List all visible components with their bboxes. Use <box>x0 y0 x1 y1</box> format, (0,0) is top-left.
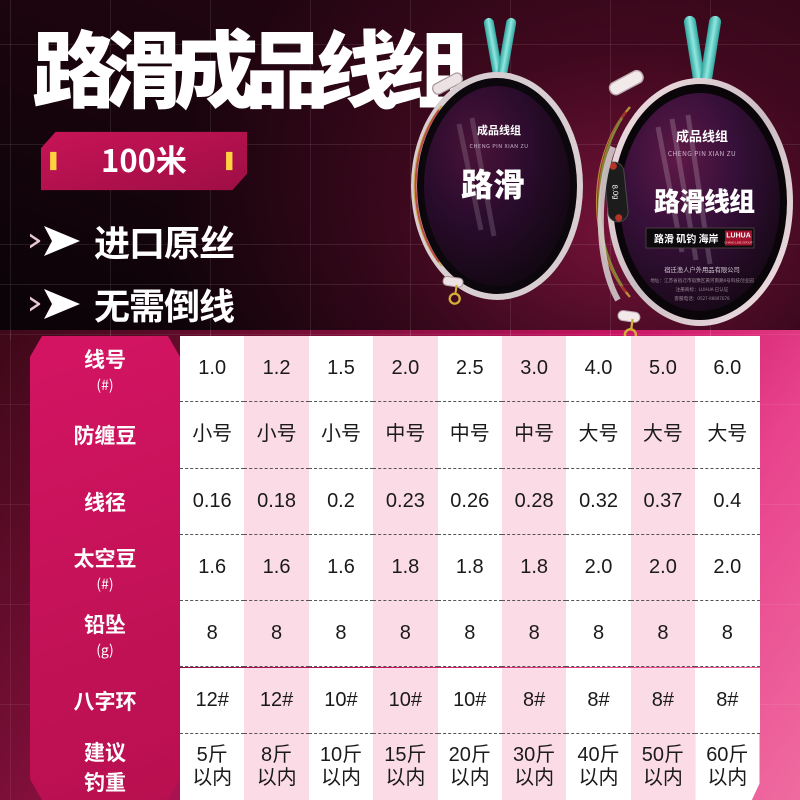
svg-text:客服电话：0527-88887678: 客服电话：0527-88887678 <box>674 295 730 302</box>
svg-text:成品线组: 成品线组 <box>676 126 728 145</box>
svg-text:CHENG PIN XIAN ZU: CHENG PIN XIAN ZU <box>668 148 736 158</box>
svg-text:100米: 100米 <box>101 136 187 181</box>
svg-text:注册商标：LUHUA 已认证: 注册商标：LUHUA 已认证 <box>676 286 729 293</box>
svg-text:路滑: 路滑 <box>461 160 525 206</box>
svg-text:宿迁渔人户外用品有限公司: 宿迁渔人户外用品有限公司 <box>664 265 740 274</box>
svg-text:CHENG PIN XIAN ZU: CHENG PIN XIAN ZU <box>469 142 528 150</box>
svg-text:LUHUA: LUHUA <box>726 233 751 240</box>
svg-text:成品线组: 成品线组 <box>477 122 521 138</box>
svg-text:路滑线组: 路滑线组 <box>654 182 755 219</box>
svg-text:路滑 矶钓 海岸: 路滑 矶钓 海岸 <box>654 231 719 246</box>
svg-text:8.0g: 8.0g <box>610 184 620 199</box>
svg-text:地址：江苏省宿迁市宿豫区黄河南路8号科技创业园: 地址：江苏省宿迁市宿豫区黄河南路8号科技创业园 <box>650 277 754 284</box>
svg-text:CHANG LINE GROUP: CHANG LINE GROUP <box>724 241 752 245</box>
